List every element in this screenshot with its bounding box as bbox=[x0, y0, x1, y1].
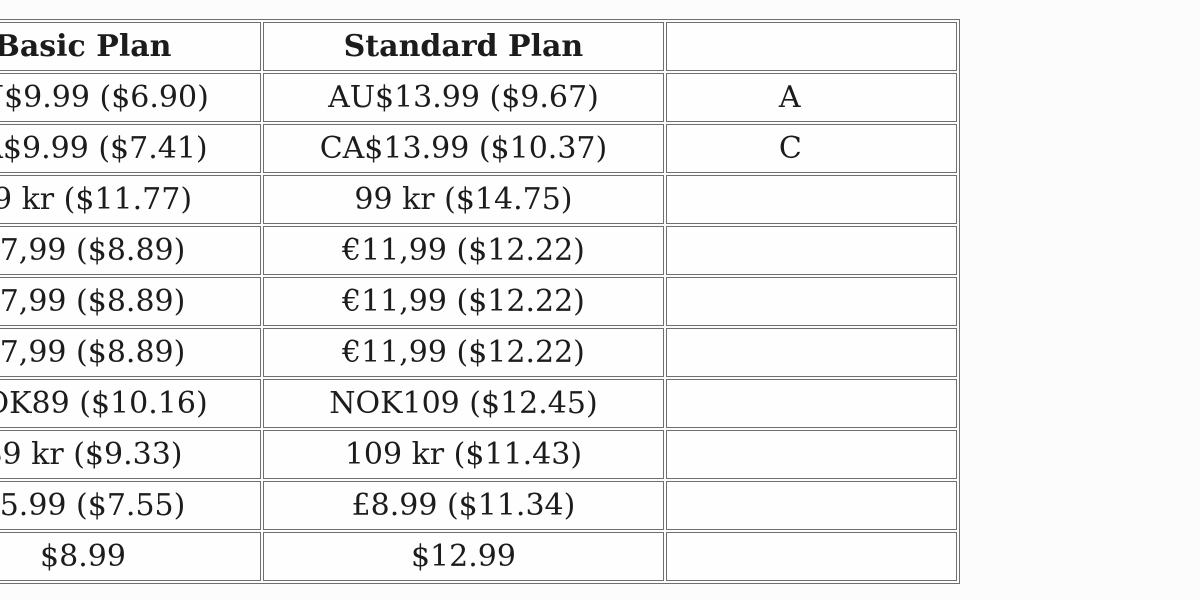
table-row: €7,99 ($8.89) €11,99 ($12.22) bbox=[0, 277, 957, 326]
header-standard-plan: Standard Plan bbox=[263, 22, 664, 71]
cell-basic-price: €7,99 ($8.89) bbox=[0, 226, 262, 275]
cell-basic-price: €7,99 ($8.89) bbox=[0, 328, 262, 377]
cell-premium-price bbox=[665, 175, 957, 224]
cell-basic-price: €7,99 ($8.89) bbox=[0, 277, 262, 326]
cell-standard-price: AU$13.99 ($9.67) bbox=[263, 73, 664, 122]
cell-standard-price: CA$13.99 ($10.37) bbox=[263, 124, 664, 173]
table-row: £5.99 ($7.55) £8.99 ($11.34) bbox=[0, 481, 957, 530]
cell-standard-price: €11,99 ($12.22) bbox=[263, 328, 664, 377]
cell-basic-price: 79 kr ($11.77) bbox=[0, 175, 262, 224]
table-row: 89 kr ($9.33) 109 kr ($11.43) bbox=[0, 430, 957, 479]
cell-premium-price bbox=[665, 379, 957, 428]
cell-basic-price: 89 kr ($9.33) bbox=[0, 430, 262, 479]
cell-standard-price: NOK109 ($12.45) bbox=[263, 379, 664, 428]
cell-basic-price: CA$9.99 ($7.41) bbox=[0, 124, 262, 173]
cell-standard-price: $12.99 bbox=[263, 532, 664, 581]
table-row: 79 kr ($11.77)99 kr ($14.75) bbox=[0, 175, 957, 224]
cell-premium-price bbox=[665, 328, 957, 377]
table-header-row: Basic Plan Standard Plan bbox=[0, 22, 957, 71]
cell-premium-price bbox=[665, 532, 957, 581]
pricing-table: Basic Plan Standard Plan AU$9.99 ($6.90)… bbox=[0, 19, 960, 584]
cell-premium-price bbox=[665, 430, 957, 479]
table-row: CA$9.99 ($7.41)CA$13.99 ($10.37)C bbox=[0, 124, 957, 173]
cell-basic-price: NOK89 ($10.16) bbox=[0, 379, 262, 428]
cell-standard-price: 99 kr ($14.75) bbox=[263, 175, 664, 224]
cell-standard-price: 109 kr ($11.43) bbox=[263, 430, 664, 479]
header-premium-plan bbox=[665, 22, 957, 71]
cell-premium-price: C bbox=[665, 124, 957, 173]
cell-premium-price bbox=[665, 481, 957, 530]
table-row: €7,99 ($8.89) €11,99 ($12.22) bbox=[0, 226, 957, 275]
cell-premium-price bbox=[665, 226, 957, 275]
table-row: AU$9.99 ($6.90)AU$13.99 ($9.67)A bbox=[0, 73, 957, 122]
cell-standard-price: £8.99 ($11.34) bbox=[263, 481, 664, 530]
table-row: €7,99 ($8.89) €11,99 ($12.22) bbox=[0, 328, 957, 377]
table-row: $8.99 $12.99 bbox=[0, 532, 957, 581]
cell-basic-price: £5.99 ($7.55) bbox=[0, 481, 262, 530]
pricing-table-body: AU$9.99 ($6.90)AU$13.99 ($9.67)ACA$9.99 … bbox=[0, 73, 957, 581]
header-basic-plan: Basic Plan bbox=[0, 22, 262, 71]
cell-premium-price bbox=[665, 277, 957, 326]
cell-premium-price: A bbox=[665, 73, 957, 122]
cell-basic-price: $8.99 bbox=[0, 532, 262, 581]
cell-standard-price: €11,99 ($12.22) bbox=[263, 226, 664, 275]
table-row: NOK89 ($10.16)NOK109 ($12.45) bbox=[0, 379, 957, 428]
cell-basic-price: AU$9.99 ($6.90) bbox=[0, 73, 262, 122]
cell-standard-price: €11,99 ($12.22) bbox=[263, 277, 664, 326]
